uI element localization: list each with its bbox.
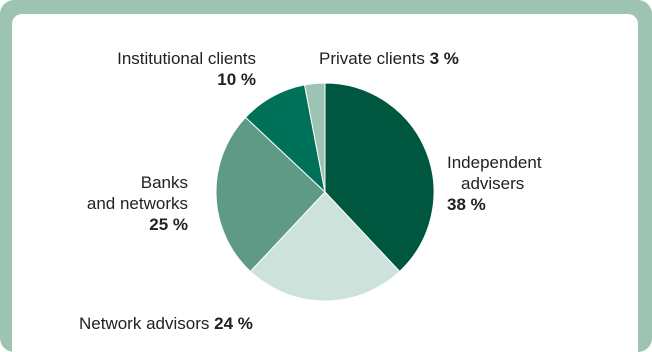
pie-slice-network-advisors [249,191,401,302]
slice-label-banks-and-networks: Banks and networks 25 % [86,173,188,234]
pie-slice-private-clients [303,82,326,193]
pie-slice-banks-and-networks [215,116,326,273]
slice-label-network-advisors: Network advisors 24 % [79,314,253,333]
slice-label-independent-advisers: Independent advisers 38 % [447,153,542,214]
slice-label-private-clients: Private clients 3 % [319,49,459,68]
pie-slice-independent-advisers [324,82,435,273]
slice-label-institutional-clients: Institutional clients 10 % [117,49,256,89]
